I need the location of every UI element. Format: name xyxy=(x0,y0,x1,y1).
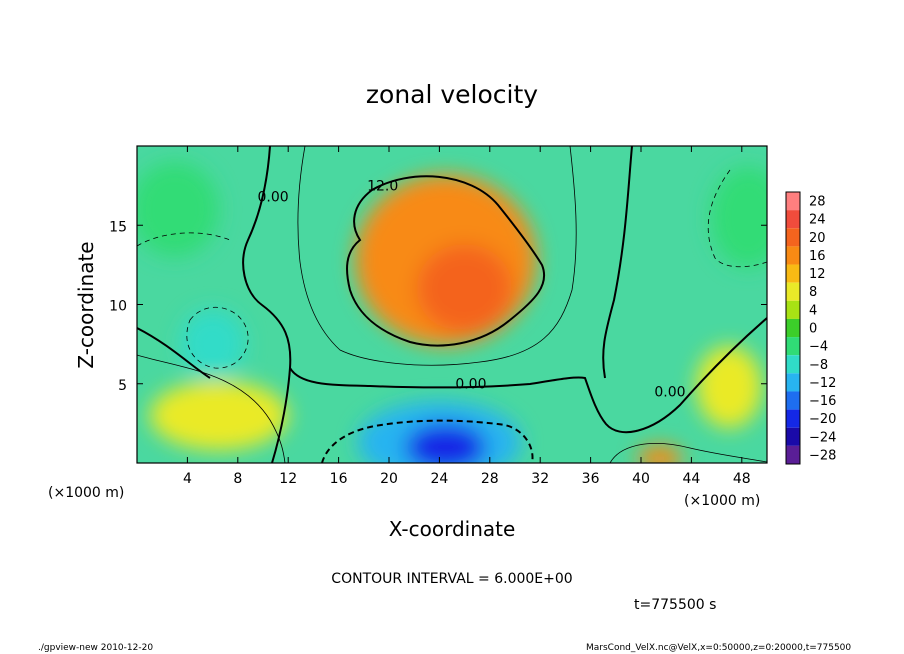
x-tick-label: 32 xyxy=(531,471,549,487)
colorbar-swatch xyxy=(786,409,800,428)
colorbar-swatch xyxy=(786,373,800,392)
y-tick-label: 10 xyxy=(109,299,127,315)
colorbar: 28 24 20 16 12 8 4 0 −4 −8 −12 −16 −20 −24 −28 xyxy=(785,191,836,465)
colorbar-frame xyxy=(785,191,801,465)
x-tick-label: 12 xyxy=(279,471,297,487)
x-tick-label: 28 xyxy=(481,471,499,487)
x-tick-label: 44 xyxy=(682,471,700,487)
contour-label: 0.00 xyxy=(257,189,288,205)
colorbar-swatch xyxy=(786,318,800,338)
colorbar-swatch xyxy=(786,264,800,283)
contour-interval-text: CONTOUR INTERVAL = 6.000E+00 xyxy=(331,571,572,587)
colorbar-swatch xyxy=(786,228,800,247)
x-tick-label: 20 xyxy=(380,471,398,487)
colorbar-tick-label: 24 xyxy=(809,213,826,228)
plot-area: 0.00 12.0 0.00 0.00 xyxy=(137,146,767,463)
field-blob xyxy=(149,380,289,451)
field-blob xyxy=(179,309,246,379)
colorbar-swatch xyxy=(786,192,800,211)
contour-label: 0.00 xyxy=(654,384,685,400)
thin-contour-c xyxy=(609,443,767,463)
colorbar-tick-label: 8 xyxy=(809,285,817,300)
colorbar-swatch xyxy=(786,246,800,265)
colorbar-tick-label: 0 xyxy=(809,322,817,337)
zero-contour-corner-left xyxy=(137,327,211,379)
colorbar-tick-label: −4 xyxy=(809,340,828,355)
x-tick-label: 24 xyxy=(430,471,448,487)
contour-label: 0.00 xyxy=(455,377,486,393)
field-blob xyxy=(137,161,219,257)
colorbar-swatch xyxy=(786,210,800,229)
colorbar-tick-label: −28 xyxy=(809,448,836,463)
colorbar-tick-label: 20 xyxy=(809,231,826,246)
x-unit-left: (×1000 m) xyxy=(48,485,124,501)
time-text: t=775500 s xyxy=(634,597,716,613)
colorbar-swatch xyxy=(786,427,800,446)
colorbar-tick-label: −16 xyxy=(809,394,836,409)
contour-labels: 0.00 12.0 0.00 0.00 xyxy=(257,178,685,400)
x-unit-right: (×1000 m) xyxy=(684,493,760,509)
x-axis-label: X-coordinate xyxy=(389,517,516,541)
colorbar-tick-label: −12 xyxy=(809,376,836,391)
field-blob xyxy=(710,166,767,269)
field-blob xyxy=(637,445,683,463)
field-blob xyxy=(405,423,487,463)
chart-title: zonal velocity xyxy=(366,80,538,109)
thin-contour-b xyxy=(137,354,286,463)
colorbar-tick-label: −8 xyxy=(809,358,828,373)
dashed-contour-left xyxy=(137,232,231,247)
colorbar-swatch xyxy=(786,445,800,464)
y-tick-label: 15 xyxy=(109,219,127,235)
colorbar-tick-label: 28 xyxy=(809,195,826,210)
thin-contour-a xyxy=(297,146,577,366)
x-tick-label: 36 xyxy=(582,471,600,487)
field-blob xyxy=(416,244,513,334)
velocity-field xyxy=(137,161,767,463)
x-tick-label: 16 xyxy=(330,471,348,487)
colorbar-swatch xyxy=(786,282,800,301)
x-tick-label: 8 xyxy=(233,471,242,487)
twelve-contour xyxy=(346,175,546,347)
zero-contour-bottom xyxy=(289,317,767,434)
y-tick-label: 5 xyxy=(118,378,127,394)
colorbar-swatch xyxy=(786,300,800,319)
zero-contour-right xyxy=(602,146,633,379)
colorbar-tick-label: 12 xyxy=(809,267,826,282)
x-tick-label: 4 xyxy=(183,471,192,487)
colorbar-swatch xyxy=(786,391,800,410)
colorbar-swatch xyxy=(786,337,800,356)
zero-contour-left xyxy=(242,146,292,463)
footer-left: ./gpview-new 2010-12-20 xyxy=(38,643,153,653)
y-axis-label: Z-coordinate xyxy=(74,241,98,368)
colorbar-tick-label: 4 xyxy=(809,303,817,318)
x-tick-label: 48 xyxy=(733,471,751,487)
colorbar-swatch xyxy=(786,355,800,374)
contour-label: 12.0 xyxy=(367,178,398,194)
negative-contour-bottom xyxy=(321,419,534,463)
colorbar-tick-label: −20 xyxy=(809,412,836,427)
x-tick-label: 40 xyxy=(632,471,650,487)
field-blob xyxy=(696,345,762,429)
colorbar-tick-label: 16 xyxy=(809,249,826,264)
footer-right: MarsCond_VelX.nc@VelX,x=0:50000,z=0:2000… xyxy=(586,643,851,653)
colorbar-tick-label: −24 xyxy=(809,430,836,445)
dashed-contour-right xyxy=(707,169,767,268)
contour-lines xyxy=(137,146,767,463)
